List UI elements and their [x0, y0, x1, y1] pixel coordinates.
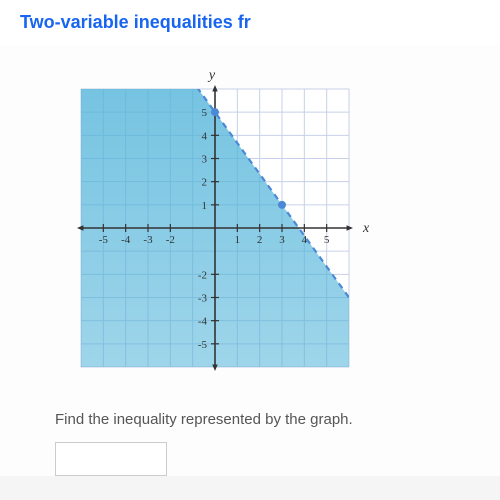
svg-text:4: 4 [202, 130, 208, 142]
svg-text:1: 1 [235, 234, 241, 246]
svg-text:-5: -5 [198, 339, 208, 351]
svg-text:x: x [362, 221, 370, 236]
svg-text:-5: -5 [99, 234, 109, 246]
svg-text:5: 5 [202, 107, 208, 119]
svg-text:3: 3 [279, 234, 285, 246]
svg-text:2: 2 [202, 177, 208, 189]
svg-text:-2: -2 [198, 269, 207, 281]
svg-text:-4: -4 [121, 234, 131, 246]
svg-text:2: 2 [257, 234, 263, 246]
svg-text:y: y [207, 68, 216, 83]
header-title: Two-variable inequalities fr [20, 12, 251, 32]
svg-text:3: 3 [202, 154, 208, 166]
svg-text:-3: -3 [143, 234, 153, 246]
content-area: -5-4-3-212345-5-4-3-212345xy Find the in… [0, 45, 500, 476]
answer-input[interactable] [55, 442, 167, 476]
svg-text:-3: -3 [198, 293, 208, 305]
graph-container: -5-4-3-212345-5-4-3-212345xy [55, 63, 375, 393]
svg-text:1: 1 [202, 200, 208, 212]
svg-text:-4: -4 [198, 316, 208, 328]
question-prompt: Find the inequality represented by the g… [55, 411, 470, 428]
page-header: Two-variable inequalities fr [0, 0, 500, 45]
svg-text:5: 5 [324, 234, 330, 246]
svg-text:-2: -2 [166, 234, 175, 246]
inequality-graph: -5-4-3-212345-5-4-3-212345xy [55, 63, 375, 393]
